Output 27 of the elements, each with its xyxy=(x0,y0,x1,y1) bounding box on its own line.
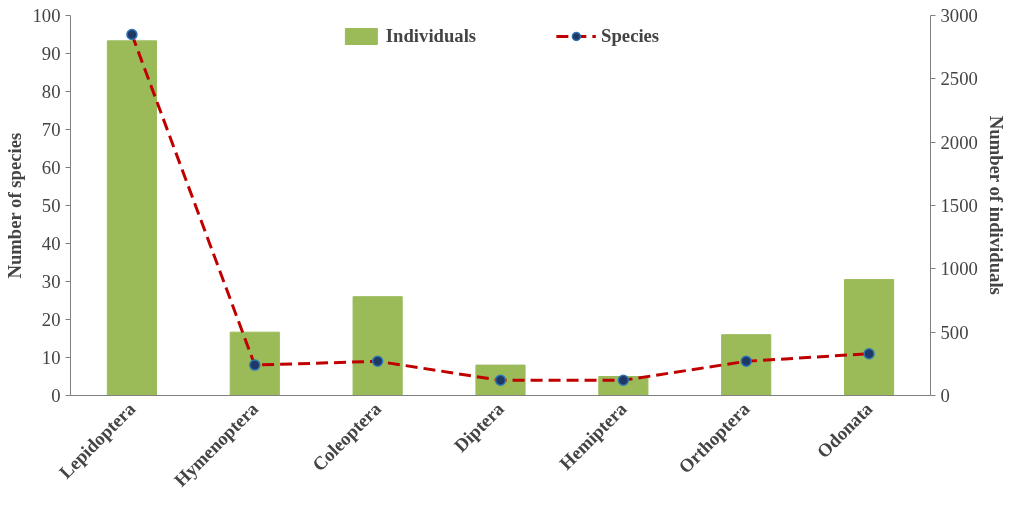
y2-tick-label: 1500 xyxy=(940,195,978,216)
bar xyxy=(352,296,403,396)
y2-tick-label: 1000 xyxy=(940,258,978,280)
y-tick-label: 0 xyxy=(51,385,61,406)
legend-label: Species xyxy=(601,25,660,47)
y2-tick-label: 2500 xyxy=(940,68,978,90)
bar xyxy=(106,40,157,396)
y-tick-label: 70 xyxy=(41,119,61,140)
y2-axis-title: Number of individuals xyxy=(985,115,1007,295)
y-tick-label: 20 xyxy=(41,309,61,330)
y-tick-label: 30 xyxy=(41,271,61,292)
y-tick-label: 100 xyxy=(32,5,61,26)
y2-tick-label: 3000 xyxy=(940,5,978,26)
bar xyxy=(229,331,280,396)
y-tick-label: 90 xyxy=(41,43,61,64)
y-axis-title: Number of species xyxy=(3,132,25,279)
y-tick-label: 60 xyxy=(41,157,61,178)
bar xyxy=(844,279,895,396)
legend-label: Individuals xyxy=(385,25,477,47)
y-tick-label: 40 xyxy=(41,233,61,254)
y-tick-label: 50 xyxy=(41,195,61,216)
y-tick-label: 80 xyxy=(41,81,61,102)
y-tick-label: 10 xyxy=(41,347,61,368)
y2-tick-label: 2000 xyxy=(940,131,978,153)
y2-tick-label: 500 xyxy=(940,321,969,343)
bar xyxy=(721,334,772,396)
y2-tick-label: 0 xyxy=(940,385,950,406)
